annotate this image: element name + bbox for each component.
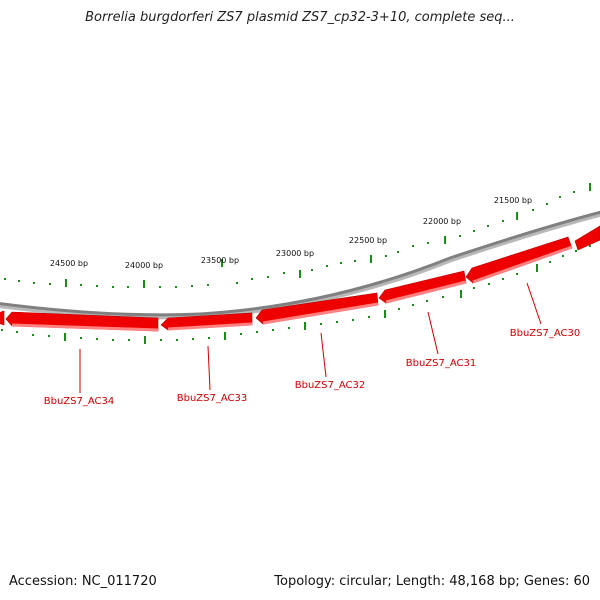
backbone-arc-shadow — [0, 211, 600, 320]
gene-arrow-highlight — [472, 245, 573, 284]
gene-arrow-highlight — [167, 322, 253, 331]
accession-text: Accession: NC_011720 — [9, 574, 157, 589]
position-label: 22000 bp — [423, 217, 461, 226]
outer-tick-ring — [4, 183, 591, 288]
gene-arrow-highlight — [262, 302, 379, 325]
position-label: 21500 bp — [494, 196, 532, 205]
gene-labels: BbuZS7_AC34 BbuZS7_AC33 BbuZS7_AC32 BbuZS7_… — [44, 282, 580, 407]
gene-arrow[interactable] — [255, 292, 379, 325]
position-label: 23500 bp — [201, 256, 239, 265]
topology-summary: Topology: circular; Length: 48,168 bp; G… — [274, 574, 590, 589]
map-title: Borrelia burgdorferi ZS7 plasmid ZS7_cp3… — [85, 10, 515, 25]
gene-leader-line — [427, 311, 439, 355]
gene-leader-line — [320, 332, 327, 378]
backbone-arc — [0, 210, 600, 317]
position-label: 24500 bp — [50, 259, 88, 268]
gene-label[interactable]: BbuZS7_AC32 — [295, 380, 365, 391]
gene-arrow-highlight — [11, 323, 159, 332]
gene-label[interactable]: BbuZS7_AC34 — [44, 396, 114, 407]
gene-arrow[interactable] — [574, 225, 600, 251]
position-label: 24000 bp — [125, 261, 163, 270]
position-label: 23000 bp — [276, 249, 314, 258]
gene-arrow[interactable] — [378, 270, 467, 304]
gene-arrow[interactable] — [0, 310, 5, 326]
gene-label[interactable]: BbuZS7_AC33 — [177, 393, 247, 404]
position-label: 22500 bp — [349, 236, 387, 245]
gene-label[interactable]: BbuZS7_AC30 — [510, 328, 580, 339]
gene-leader-line — [207, 345, 211, 391]
gene-track — [0, 225, 600, 332]
gene-arrow[interactable] — [465, 236, 573, 284]
gene-label[interactable]: BbuZS7_AC31 — [406, 358, 476, 369]
position-labels: 24500 bp 24000 bp 23500 bp 23000 bp 22500 bp… — [50, 196, 532, 270]
gene-arrow-highlight — [385, 280, 467, 304]
inner-tick-ring — [1, 245, 591, 344]
gene-leader-line — [526, 282, 542, 325]
